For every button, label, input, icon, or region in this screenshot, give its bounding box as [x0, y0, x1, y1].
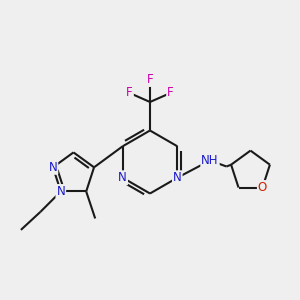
Text: N: N: [118, 171, 127, 184]
Text: O: O: [258, 181, 267, 194]
Text: NH: NH: [201, 154, 219, 167]
Text: N: N: [173, 171, 182, 184]
Text: F: F: [167, 86, 174, 100]
Text: N: N: [49, 161, 57, 174]
Text: N: N: [56, 185, 65, 198]
Text: F: F: [126, 86, 133, 100]
Text: F: F: [147, 73, 153, 86]
